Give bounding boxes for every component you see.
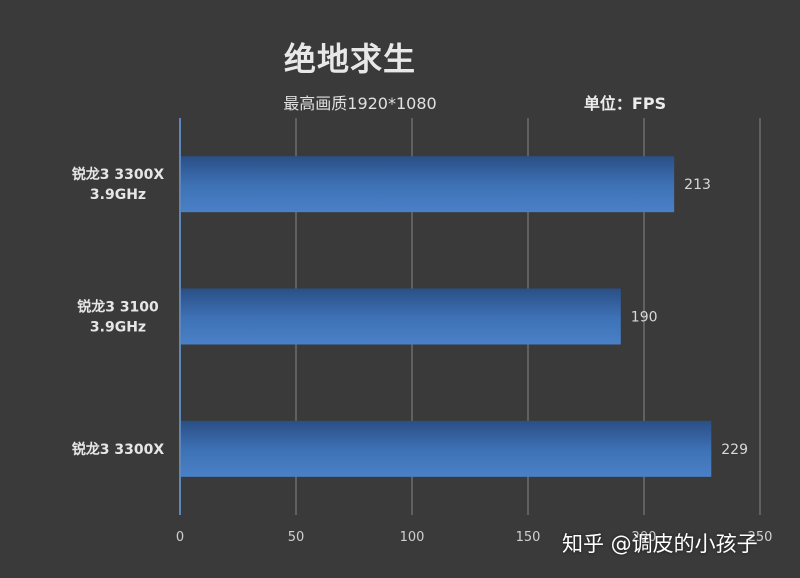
bar — [180, 156, 675, 213]
x-tick-label: 250 — [748, 530, 773, 545]
category-label: 锐龙3 3300X — [72, 441, 165, 458]
category-label: 3.9GHz — [90, 320, 146, 336]
watermark: 知乎 @调皮的小孩子 — [562, 532, 758, 556]
x-tick-label: 100 — [400, 530, 425, 545]
bar — [180, 288, 621, 345]
category-label: 锐龙3 3100 — [77, 299, 159, 316]
chart-subtitle: 最高画质1920*1080 — [283, 94, 437, 113]
unit-label: 单位：FPS — [583, 94, 667, 113]
category-label: 锐龙3 3300X — [72, 166, 165, 183]
x-tick-label: 50 — [288, 530, 305, 545]
x-tick-label: 0 — [176, 530, 184, 545]
x-tick-label: 150 — [516, 530, 541, 545]
bar-value-label: 229 — [721, 442, 748, 458]
bars: 213 190 229 — [180, 156, 748, 477]
axes: 0 50 100 150 200 250 锐龙3 3300X 3.9GHz 锐龙3 3100 3.… — [72, 118, 773, 545]
bar-value-label: 190 — [631, 310, 658, 326]
bar — [180, 420, 712, 477]
category-label: 3.9GHz — [90, 187, 146, 203]
chart-title: 绝地求生 — [283, 40, 416, 78]
x-tick-label: 200 — [632, 530, 657, 545]
bar-value-label: 213 — [684, 177, 711, 193]
